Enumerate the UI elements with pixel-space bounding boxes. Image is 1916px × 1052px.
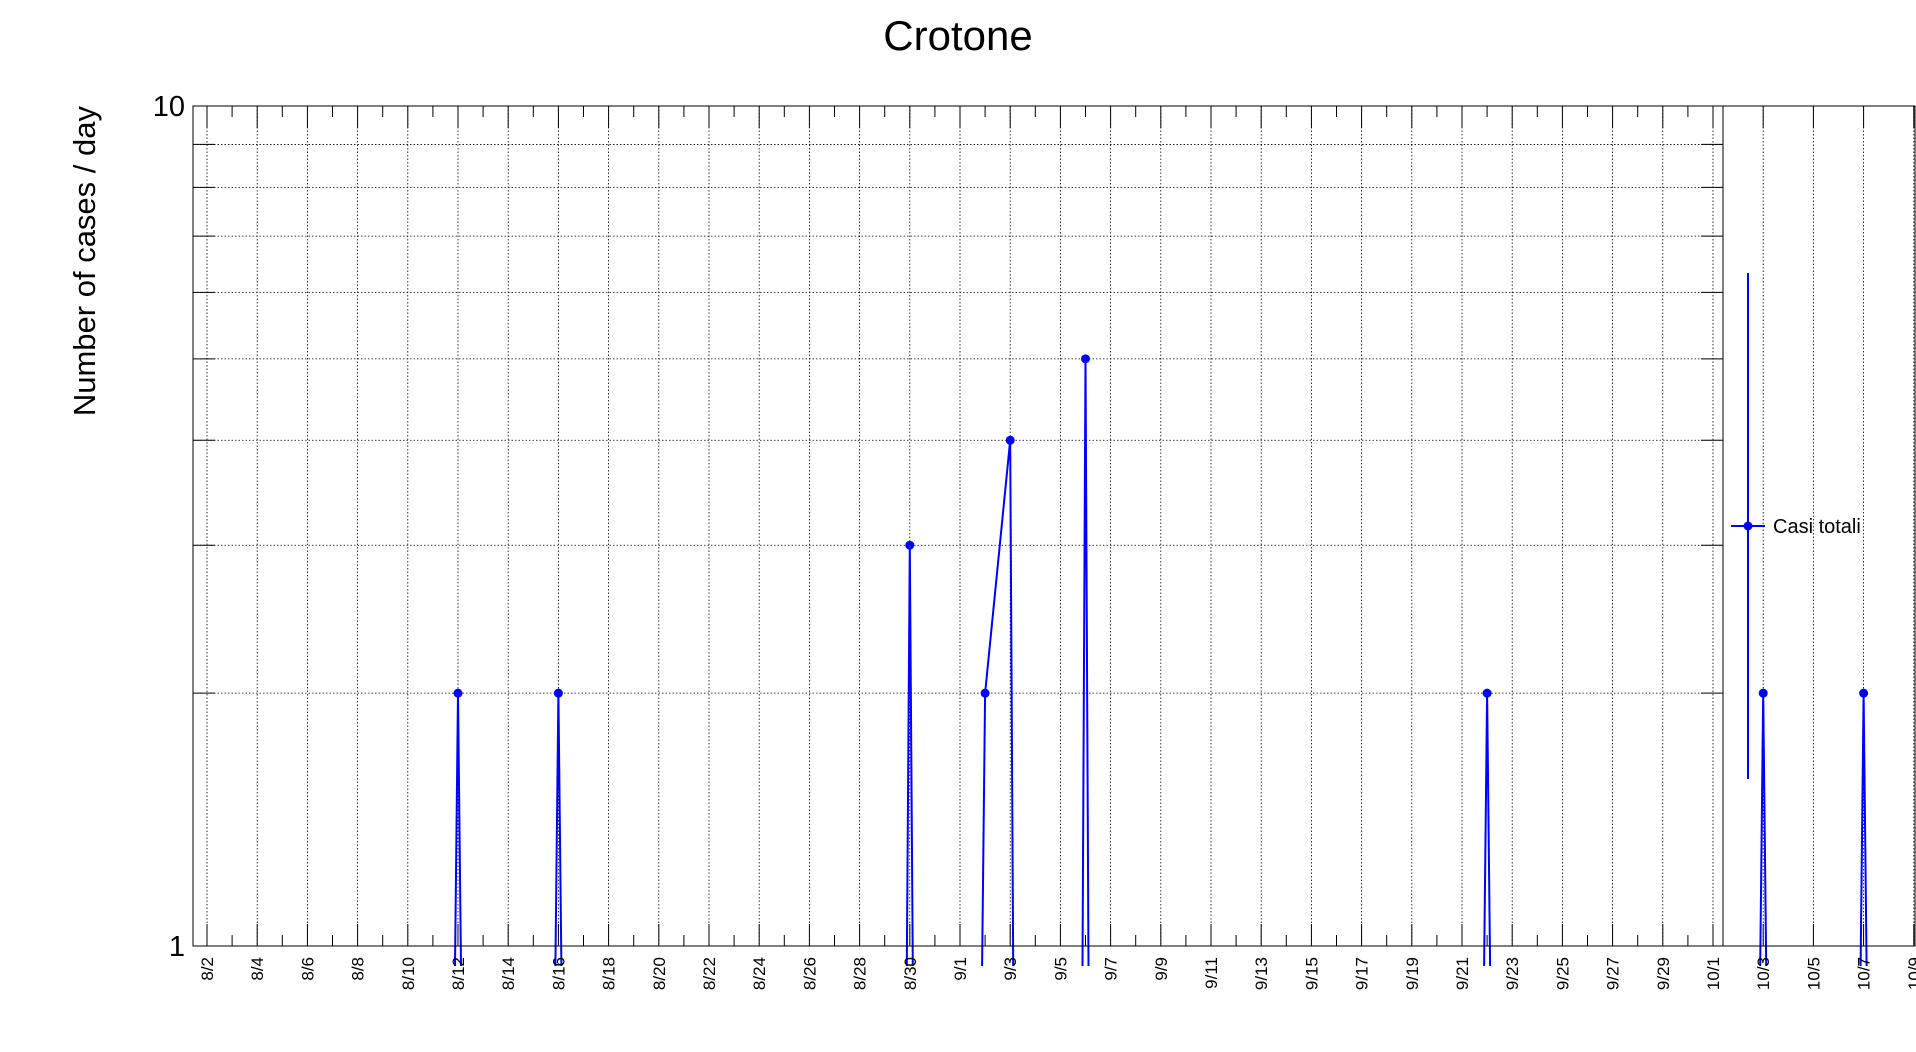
x-tick-label: 8/12	[449, 957, 468, 990]
x-tick-label: 8/22	[700, 957, 719, 990]
legend-marker	[1744, 522, 1753, 531]
x-tick-label: 8/28	[851, 957, 870, 990]
data-point	[1081, 354, 1090, 363]
y-tick-label: 10	[153, 91, 185, 123]
x-tick-label: 8/10	[399, 957, 418, 990]
x-tick-label: 9/7	[1102, 957, 1121, 981]
plot-frame	[193, 106, 1723, 946]
x-tick-label: 9/21	[1453, 957, 1472, 990]
series-line	[982, 440, 1013, 966]
data-point	[1006, 436, 1015, 445]
x-tick-label: 9/13	[1252, 957, 1271, 990]
x-tick-label: 9/23	[1503, 957, 1522, 990]
data-point	[1859, 689, 1868, 698]
x-tick-label: 8/8	[349, 957, 368, 981]
series-line	[1484, 693, 1490, 966]
x-tick-label: 9/19	[1403, 957, 1422, 990]
x-tick-label: 10/9	[1905, 957, 1916, 990]
data-point	[1483, 689, 1492, 698]
y-tick-label: 1	[169, 931, 185, 963]
x-tick-label: 9/29	[1654, 957, 1673, 990]
chart-title: Crotone	[883, 12, 1032, 59]
legend: Casi totali	[1723, 106, 1915, 946]
series-line	[1083, 359, 1089, 966]
data-point	[554, 689, 563, 698]
x-tick-label: 9/27	[1604, 957, 1623, 990]
data-point	[905, 541, 914, 550]
grid-lines	[193, 106, 1916, 946]
plot-frame-rect	[193, 106, 1723, 946]
data-point	[981, 689, 990, 698]
legend-entry-label: Casi totali	[1773, 516, 1861, 538]
data-series	[454, 140, 1916, 966]
x-tick-label: 10/7	[1855, 957, 1874, 990]
x-tick-label: 9/11	[1202, 957, 1221, 989]
x-tick-label: 9/9	[1152, 957, 1171, 981]
y-axis-ticks: 1 10	[153, 91, 1723, 963]
x-tick-label: 8/26	[800, 957, 819, 990]
x-tick-label: 8/4	[248, 957, 267, 981]
x-tick-label: 8/6	[298, 957, 317, 981]
x-tick-label: 9/3	[1001, 957, 1020, 981]
x-tick-label: 8/18	[600, 957, 619, 990]
x-tick-label: 8/16	[549, 957, 568, 990]
x-tick-label: 8/2	[198, 957, 217, 981]
x-tick-label: 9/25	[1553, 957, 1572, 990]
x-tick-label: 8/30	[901, 957, 920, 990]
x-tick-label: 9/17	[1353, 957, 1372, 990]
x-tick-label: 10/3	[1754, 957, 1773, 990]
x-tick-label: 10/1	[1704, 957, 1723, 990]
x-tick-label: 8/24	[750, 957, 769, 990]
data-point	[454, 689, 463, 698]
x-tick-label: 9/1	[951, 957, 970, 981]
data-point	[1759, 689, 1768, 698]
x-tick-label: 8/20	[650, 957, 669, 990]
x-tick-label: 9/5	[1051, 957, 1070, 981]
x-tick-label: 9/15	[1302, 957, 1321, 990]
x-tick-label: 10/5	[1804, 957, 1823, 990]
series-line	[907, 545, 913, 966]
y-axis-label: Number of cases / day	[67, 106, 102, 417]
x-tick-label: 8/14	[499, 957, 518, 990]
